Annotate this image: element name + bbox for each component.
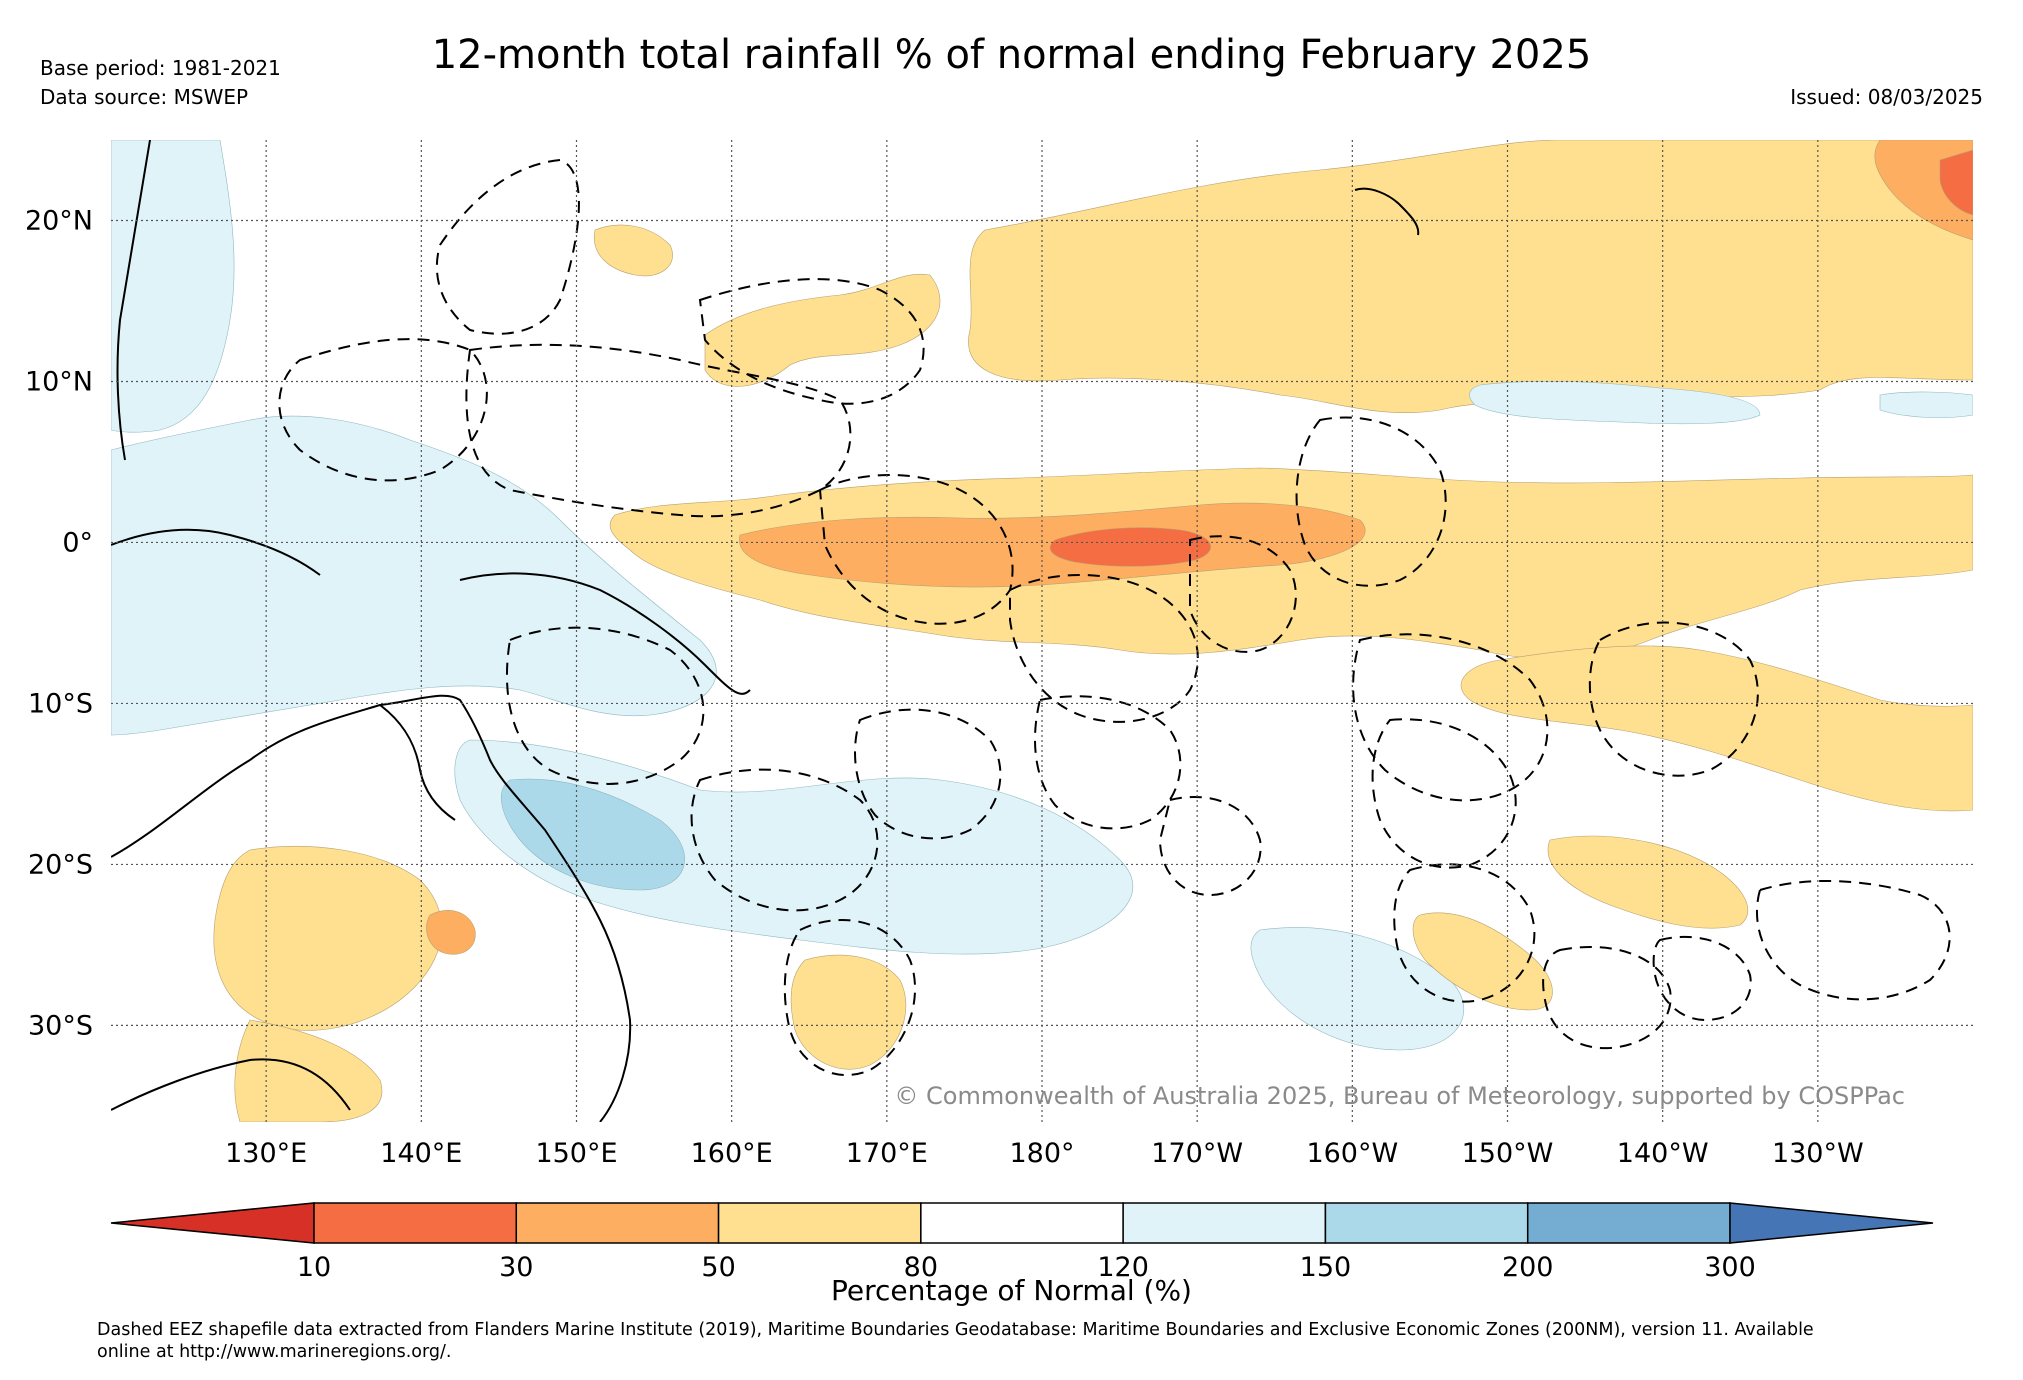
region-tasman-dry bbox=[790, 954, 907, 1070]
data-source-label: Data source: MSWEP bbox=[40, 85, 249, 109]
latitude-labels: 20°N 10°N 0° 10°S 20°S 30°S bbox=[25, 205, 93, 1041]
lon-tick-label: 150°W bbox=[1462, 1138, 1554, 1169]
coastlines bbox=[111, 140, 1420, 1122]
region-equatorial-driest bbox=[1050, 527, 1211, 567]
footnote-line-1: Dashed EEZ shapefile data extracted from… bbox=[97, 1320, 1814, 1340]
colorbar-tick-label: 50 bbox=[701, 1252, 735, 1283]
colorbar-segment bbox=[1324, 1202, 1529, 1244]
colorbar-segment bbox=[1526, 1202, 1731, 1244]
eez-source-footnote: Dashed EEZ shapefile data extracted from… bbox=[97, 1319, 1997, 1363]
region-coral-sea-wetter bbox=[501, 778, 685, 891]
lon-tick-label: 160°E bbox=[691, 1138, 773, 1169]
colorbar-segment bbox=[1122, 1202, 1327, 1244]
colorbar-segment bbox=[717, 1202, 922, 1244]
region-west-australia-drier bbox=[426, 910, 476, 955]
colorbar-segment bbox=[920, 1202, 1124, 1244]
colorbar-tick-label: 120 bbox=[1097, 1252, 1149, 1283]
region-southwest-dry bbox=[213, 846, 443, 1031]
lat-tick-label: 10°S bbox=[28, 688, 93, 719]
region-southern-wet-band bbox=[1250, 927, 1465, 1051]
lon-tick-label: 140°E bbox=[380, 1138, 462, 1169]
region-east-dry-c bbox=[1547, 835, 1749, 929]
lat-tick-label: 0° bbox=[62, 527, 93, 558]
longitude-labels: 130°E 140°E 150°E 160°E 170°E 180° 170°W 160°W 1… bbox=[225, 1138, 1864, 1169]
colorbar-tick-label: 300 bbox=[1704, 1252, 1756, 1283]
colorbar-segment bbox=[313, 1202, 518, 1244]
lon-tick-label: 130°W bbox=[1772, 1138, 1864, 1169]
colorbar-segment bbox=[515, 1202, 720, 1244]
colorbar-tick-label: 200 bbox=[1502, 1252, 1554, 1283]
lat-tick-label: 10°N bbox=[25, 366, 93, 397]
colorbar-tick-label: 80 bbox=[904, 1252, 938, 1283]
region-southeast-dry-b bbox=[1412, 912, 1553, 1011]
region-maritime-continent-wet bbox=[111, 415, 717, 736]
lon-tick-label: 150°E bbox=[535, 1138, 617, 1169]
region-far-northeast-drier bbox=[1939, 149, 1973, 216]
region-east-wet-d bbox=[1469, 380, 1761, 425]
colorbar: 10 30 50 80 120 150 200 300 bbox=[110, 1202, 1934, 1283]
region-coral-sea-wet bbox=[454, 739, 1134, 955]
colorbar-high-extension bbox=[1729, 1202, 1934, 1244]
region-philippines-wet bbox=[111, 140, 235, 433]
map-title: 12-month total rainfall % of normal endi… bbox=[431, 32, 1592, 78]
region-patch-a bbox=[593, 224, 673, 277]
lon-tick-label: 160°W bbox=[1306, 1138, 1398, 1169]
colorbar-title: Percentage of Normal (%) bbox=[831, 1274, 1192, 1307]
lat-tick-label: 20°N bbox=[25, 205, 93, 236]
region-northwest-dry bbox=[704, 273, 941, 387]
gridlines bbox=[111, 140, 1973, 1122]
issued-date-label: Issued: 08/03/2025 bbox=[1790, 85, 1983, 109]
colorbar-tick-label: 10 bbox=[297, 1252, 331, 1283]
copyright-notice: © Commonwealth of Australia 2025, Bureau… bbox=[894, 1082, 1905, 1110]
colorbar-low-extension bbox=[110, 1202, 315, 1244]
lon-tick-label: 130°E bbox=[225, 1138, 307, 1169]
colorbar-tick-label: 150 bbox=[1300, 1252, 1352, 1283]
lon-tick-label: 170°W bbox=[1151, 1138, 1243, 1169]
footnote-line-2: online at http://www.marineregions.org/. bbox=[97, 1342, 452, 1362]
region-east-wet-e bbox=[1879, 391, 1973, 419]
colorbar-tick-label: 30 bbox=[499, 1252, 533, 1283]
lon-tick-label: 140°W bbox=[1617, 1138, 1709, 1169]
lat-tick-label: 20°S bbox=[28, 849, 93, 880]
base-period-label: Base period: 1981-2021 bbox=[40, 56, 281, 80]
lon-tick-label: 170°E bbox=[846, 1138, 928, 1169]
lat-tick-label: 30°S bbox=[28, 1010, 93, 1041]
lon-tick-label: 180° bbox=[1009, 1138, 1074, 1169]
